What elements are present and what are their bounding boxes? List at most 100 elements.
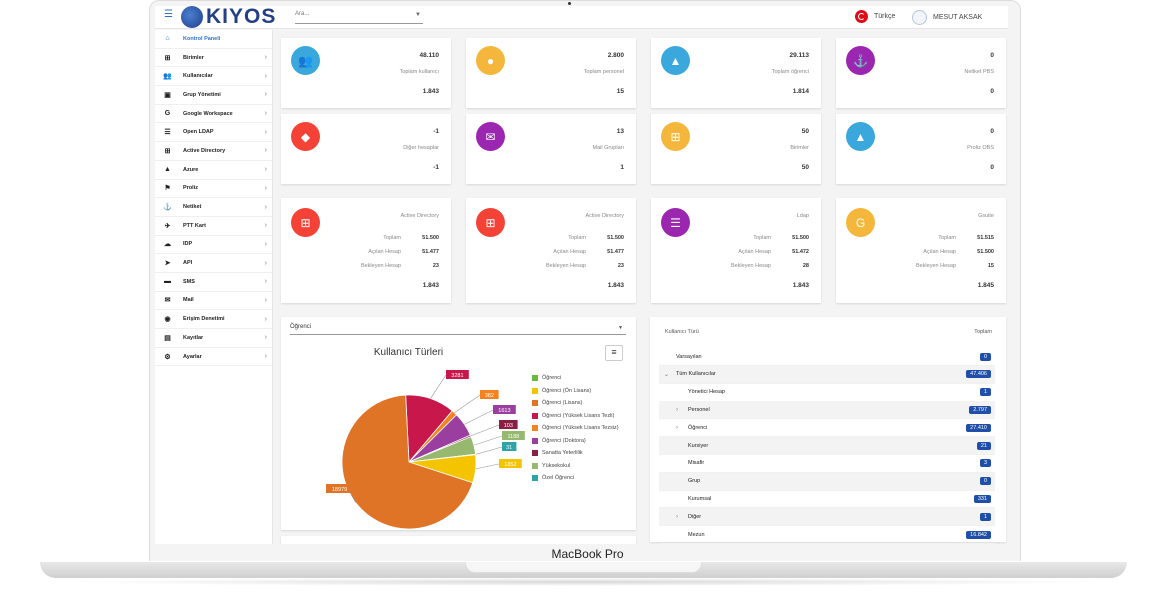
stat-card[interactable]: ▲ 0 Proliz OBS 0 [836, 114, 1006, 184]
netiket-icon: ⚓ [846, 46, 875, 75]
sidebar-item[interactable]: ✉ Mail › [155, 292, 272, 311]
legend-swatch [532, 412, 538, 419]
sidebar-item[interactable]: ⚓ Netiket › [155, 198, 272, 217]
sync-source-label: Ldap [796, 213, 809, 219]
sync-card[interactable]: ⊞ Active Directory Toplam 51.500 Açılan Hesa… [281, 198, 451, 303]
clipboard-icon: ▤ [164, 334, 171, 342]
table-row[interactable]: Mezun 16.842 [659, 526, 995, 544]
legend-item[interactable]: Sanatta Yeterlilik [532, 447, 619, 460]
sidebar-item-label: Kontrol Paneli [183, 35, 221, 42]
sidebar-item-label: Google Workspace [183, 110, 233, 117]
sync-sum-value: 1.845 [977, 282, 994, 289]
sync-wait-label: Bekleyen Hesap [360, 263, 401, 269]
windows-icon: ⊞ [291, 208, 320, 237]
data-label: 1188 [507, 434, 519, 440]
sidebar-item[interactable]: ▣ Grup Yönetimi › [155, 86, 272, 105]
expand-icon[interactable]: › [676, 406, 678, 413]
legend-item[interactable]: Öğrenci (Lisans) [532, 397, 619, 410]
logo[interactable]: KIYOS [181, 6, 276, 28]
table-row[interactable]: Kursiyer 21 [659, 437, 995, 455]
legend-item[interactable]: Öğrenci (Yüksek Lisans Tezsiz) [532, 422, 619, 435]
stat-card[interactable]: ⚓ 0 Netiket PBS 0 [836, 38, 1006, 108]
stat-value: 0 [990, 128, 994, 135]
row-label: Tüm Kullanıcılar [676, 371, 716, 378]
sidebar-item[interactable]: ⊞ Active Directory › [155, 142, 272, 161]
data-label: 103 [504, 423, 513, 429]
sidebar-item[interactable]: ⚙ Ayarlar › [155, 348, 272, 367]
legend-item[interactable]: Özel Öğrenci [532, 472, 619, 485]
sync-sum-value: 1.843 [607, 282, 624, 289]
sidebar-item[interactable]: ➤ API › [155, 254, 272, 273]
legend-item[interactable]: Öğrenci (Yüksek Lisans Tezli) [532, 410, 619, 423]
user-type-select[interactable]: Öğrenci ▼ [290, 324, 626, 335]
stat-card[interactable]: ▲ 29.113 Toplam öğrenci 1.814 [651, 38, 821, 108]
hamburger-menu-icon[interactable]: ☰ [164, 9, 173, 20]
table-row[interactable]: › Öğrenci 27.410 [659, 419, 995, 438]
table-row[interactable]: ⌄ Tüm Kullanıcılar 47.406 [659, 365, 995, 384]
data-label: 382 [485, 393, 494, 399]
chart-menu-button[interactable]: ≡ [605, 345, 623, 361]
sidebar-item[interactable]: G Google Workspace › [155, 105, 272, 124]
sidebar-item-label: Active Directory [183, 147, 226, 154]
table-row[interactable]: Grup 0 [659, 472, 995, 491]
data-label: 3281 [451, 373, 463, 379]
mail-group-icon: ✉ [476, 122, 505, 151]
stat-card[interactable]: ✉ 13 Mail Grupları 1 [466, 114, 636, 184]
sidebar-item[interactable]: ✈ PTT Kart › [155, 217, 272, 236]
stat-card[interactable]: ◆ -1 Diğer hesaplar -1 [281, 114, 451, 184]
windows-icon: ⊞ [164, 147, 171, 155]
data-label: 31 [506, 445, 512, 451]
legend-item[interactable]: Yüksekokul [532, 460, 619, 473]
sidebar-item-label: PTT Kart [183, 222, 206, 229]
sidebar-item[interactable]: ⊞ Birimler › [155, 49, 272, 68]
sync-card[interactable]: ☰ Ldap Toplam 51.500 Açılan Hesap 51.472 Bekle… [651, 198, 821, 303]
sidebar-item[interactable]: ▬ SMS › [155, 273, 272, 292]
sidebar-item-label: IDP [183, 241, 193, 248]
users-icon: 👥 [163, 73, 172, 81]
avatar [912, 10, 927, 25]
sidebar-item[interactable]: ▲ Azure › [155, 161, 272, 180]
device-label: MacBook Pro [551, 547, 624, 561]
legend-item[interactable]: Öğrenci (Ön Lisans) [532, 385, 619, 398]
sidebar-item[interactable]: 👥 Kullanıcılar › [155, 67, 272, 87]
stat-card[interactable]: ⊞ 50 Birimler 50 [651, 114, 821, 184]
sync-total-row: Toplam 51.500 [526, 235, 624, 241]
stat-sub-value: 1.814 [792, 88, 809, 95]
sync-open-label: Açılan Hesap [923, 249, 956, 255]
sync-wait-value: 28 [802, 263, 809, 269]
language-selector[interactable]: Türkçe [855, 10, 895, 23]
sidebar-item[interactable]: ◉ Erişim Denetimi › [155, 310, 272, 329]
table-row[interactable]: › Personel 2.797 [659, 401, 995, 420]
sidebar-item-label: Ayarlar [183, 353, 202, 360]
table-row[interactable]: Kurumsal 331 [659, 490, 995, 509]
sidebar-item[interactable]: ⚑ Proliz › [155, 180, 272, 199]
sync-card[interactable]: ⊞ Active Directory Toplam 51.500 Açılan Hesa… [466, 198, 636, 303]
table-row[interactable]: Yönetici Hesap 1 [659, 384, 995, 402]
sidebar-item[interactable]: ☁ IDP › [155, 236, 272, 255]
sidebar-item-label: API [183, 260, 193, 267]
table-row[interactable]: › Diğer 1 [659, 508, 995, 527]
data-label-box [480, 390, 499, 399]
legend-item[interactable]: Öğrenci [532, 372, 619, 385]
sidebar-item[interactable]: ⌂ Kontrol Paneli [155, 30, 272, 49]
user-menu[interactable]: MESUT AKSAK [912, 10, 982, 25]
data-label-connector [454, 394, 481, 414]
table-row[interactable]: Varsayılan 0 [659, 348, 995, 366]
legend-label: Öğrenci [542, 375, 562, 382]
table-row[interactable]: Misafir 3 [659, 455, 995, 473]
expand-icon[interactable]: › [676, 513, 678, 520]
row-label: Misafir [688, 460, 705, 467]
stat-card[interactable]: 👥 48.110 Toplam kullanıcı 1.843 [281, 38, 451, 108]
data-label-box [499, 420, 518, 429]
legend-item[interactable]: Öğrenci (Doktora) [532, 435, 619, 448]
collapse-icon[interactable]: ⌄ [664, 371, 670, 378]
expand-icon[interactable]: › [676, 424, 678, 431]
legend-swatch [532, 387, 538, 394]
search-select[interactable]: Ara... ▼ [295, 11, 423, 24]
data-label-box [502, 431, 525, 440]
stat-card[interactable]: ● 2.800 Toplam personel 15 [466, 38, 636, 108]
gear-icon: ⚙ [164, 353, 171, 361]
sidebar-item[interactable]: ▤ Kayıtlar › [155, 329, 272, 348]
sync-card[interactable]: G Gsuite Toplam 51.515 Açılan Hesap 51.500 Bek… [836, 198, 1006, 303]
sidebar-item[interactable]: ☰ Open LDAP › [155, 123, 272, 143]
